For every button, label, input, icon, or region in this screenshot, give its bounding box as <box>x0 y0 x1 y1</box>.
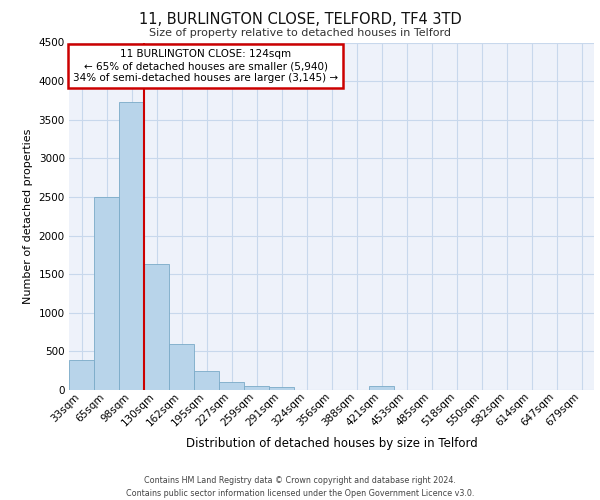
X-axis label: Distribution of detached houses by size in Telford: Distribution of detached houses by size … <box>185 436 478 450</box>
Bar <box>194 370 219 390</box>
Bar <box>269 387 294 390</box>
Bar <box>244 386 269 390</box>
Bar <box>144 264 169 390</box>
Text: 11 BURLINGTON CLOSE: 124sqm
← 65% of detached houses are smaller (5,940)
34% of : 11 BURLINGTON CLOSE: 124sqm ← 65% of det… <box>73 50 338 82</box>
Bar <box>69 360 94 390</box>
Text: Contains HM Land Registry data © Crown copyright and database right 2024.
Contai: Contains HM Land Registry data © Crown c… <box>126 476 474 498</box>
Bar <box>369 386 394 390</box>
Bar <box>119 102 144 390</box>
Bar <box>219 382 244 390</box>
Bar <box>94 197 119 390</box>
Text: Size of property relative to detached houses in Telford: Size of property relative to detached ho… <box>149 28 451 38</box>
Y-axis label: Number of detached properties: Number of detached properties <box>23 128 33 304</box>
Bar <box>169 344 194 390</box>
Text: 11, BURLINGTON CLOSE, TELFORD, TF4 3TD: 11, BURLINGTON CLOSE, TELFORD, TF4 3TD <box>139 12 461 28</box>
